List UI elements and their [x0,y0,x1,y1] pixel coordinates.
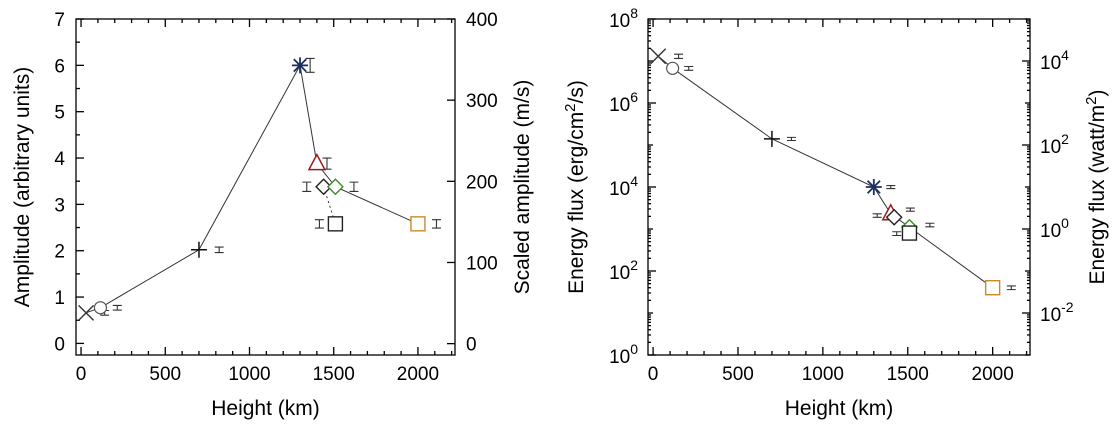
y-tick-label: 7 [54,10,65,31]
x-tick-label: 2000 [972,364,1014,385]
data-point-diamond [885,208,903,226]
plot-frame [75,18,456,356]
x-tick-label: 0 [648,364,659,385]
y-tick-label: 3 [54,195,65,216]
error-bar [1006,285,1016,291]
error-bar [925,222,935,228]
x-tick-label: 2000 [397,364,439,385]
error-bar [314,219,324,229]
y-tick-label: 2 [54,242,65,263]
data-point-diamond [326,178,344,196]
x-tick-label: 500 [149,364,181,385]
data-point-square [410,216,426,232]
error-bar [872,213,882,218]
x-tick-label: 1000 [802,364,844,385]
data-point-plus [190,241,207,258]
error-bar [431,219,441,229]
error-bar [112,304,122,311]
y-right-tick-label: 400 [466,10,498,31]
data-point-asterisk [292,57,309,74]
x-tick-label: 1500 [313,364,355,385]
y-tick-label: 6 [54,56,65,77]
data-point-triangle [307,153,327,171]
data-point-circle [666,61,680,75]
energy-flux-plot: 0 500 1000 1500 2000 100 102 104 106 108 10-2 100 10… [562,5,1109,420]
y-right-tick-label: 10-2 [1040,299,1074,326]
y-right-tick-label: 300 [466,91,498,112]
data-point-square [984,280,1001,296]
y-tick-label: 106 [609,89,638,116]
y-tick-label: 5 [54,103,65,124]
data-point-plus [763,130,780,147]
y-right-tick-label: 100 [1040,215,1069,242]
error-bar [886,185,896,190]
plot-frame [647,18,1031,356]
x-tick-label: 1500 [887,364,929,385]
data-point-circle [93,301,108,315]
y-right-tick-label: 104 [1040,47,1069,74]
data-point-x [650,48,667,65]
series-line [657,55,993,289]
error-bar [786,136,796,142]
data-point-x [78,304,95,321]
amplitude-plot: 0 500 1000 1500 2000 0 1 2 3 4 5 6 7 0 100 200 300 400 Hei… [11,10,534,420]
y-right-tick-label: 102 [1040,131,1069,158]
x-axis-label: Height (km) [785,397,894,420]
y-tick-label: 4 [54,149,65,170]
error-bar [305,57,315,73]
y-tick-label: 108 [609,5,638,32]
y-axis-label: Energy flux (erg/cm2/s) [562,80,588,294]
error-bar [674,53,684,60]
y-tick-label: 1 [54,288,65,309]
data-point-asterisk [865,179,882,195]
error-bar [214,246,224,254]
y-right-axis-label: Energy flux (watt/m2) [1083,89,1109,284]
x-tick-label: 1000 [228,364,270,385]
y-right-tick-label: 0 [466,335,477,356]
error-bar [302,181,312,192]
data-point-square [327,216,344,232]
y-right-tick-label: 200 [466,172,498,193]
y-axis-label: Amplitude (arbitrary units) [11,67,34,307]
series-line [85,63,419,314]
x-axis-label: Height (km) [211,397,320,420]
y-right-axis-label: Scaled amplitude (m/s) [511,80,534,295]
y-tick-label: 100 [609,341,638,368]
error-bar [349,181,359,192]
error-bar [892,231,902,237]
y-tick-label: 104 [609,173,638,200]
error-bar [905,207,915,212]
x-tick-label: 0 [76,364,87,385]
data-point-square [901,225,918,241]
y-tick-label: 0 [54,334,65,355]
y-tick-label: 102 [609,257,638,284]
x-tick-label: 500 [722,364,754,385]
y-right-tick-label: 100 [466,253,498,274]
data-point-diamond [315,178,333,196]
error-bar [684,65,694,71]
